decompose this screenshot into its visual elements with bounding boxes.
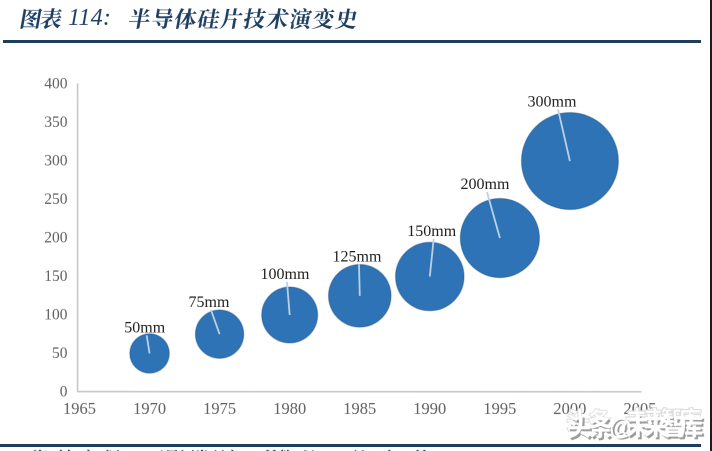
svg-text:150: 150 <box>44 268 68 285</box>
svg-text:1990: 1990 <box>413 399 446 418</box>
svg-text:350: 350 <box>44 114 68 131</box>
svg-text:100: 100 <box>44 307 68 324</box>
svg-text:400: 400 <box>44 76 68 93</box>
svg-text:1985: 1985 <box>343 399 376 418</box>
svg-text:1975: 1975 <box>203 399 236 418</box>
svg-text:50: 50 <box>52 345 68 362</box>
svg-text:250: 250 <box>44 191 68 208</box>
svg-text:50mm: 50mm <box>124 319 165 336</box>
svg-text:300mm: 300mm <box>528 93 577 110</box>
svg-text:0: 0 <box>60 384 68 401</box>
svg-text:114:: 114: <box>68 5 111 31</box>
svg-text:1965: 1965 <box>63 399 96 418</box>
svg-text:100mm: 100mm <box>261 266 310 283</box>
svg-text:150mm: 150mm <box>407 223 456 240</box>
svg-text:1995: 1995 <box>483 399 516 418</box>
svg-text:1980: 1980 <box>273 399 306 418</box>
svg-text:200: 200 <box>44 230 68 247</box>
svg-text:200mm: 200mm <box>461 176 510 193</box>
svg-text:75mm: 75mm <box>189 294 230 311</box>
svg-text:1970: 1970 <box>133 399 166 418</box>
svg-text:300: 300 <box>44 153 68 170</box>
svg-text:@: @ <box>609 414 631 440</box>
svg-text:125mm: 125mm <box>333 248 382 265</box>
